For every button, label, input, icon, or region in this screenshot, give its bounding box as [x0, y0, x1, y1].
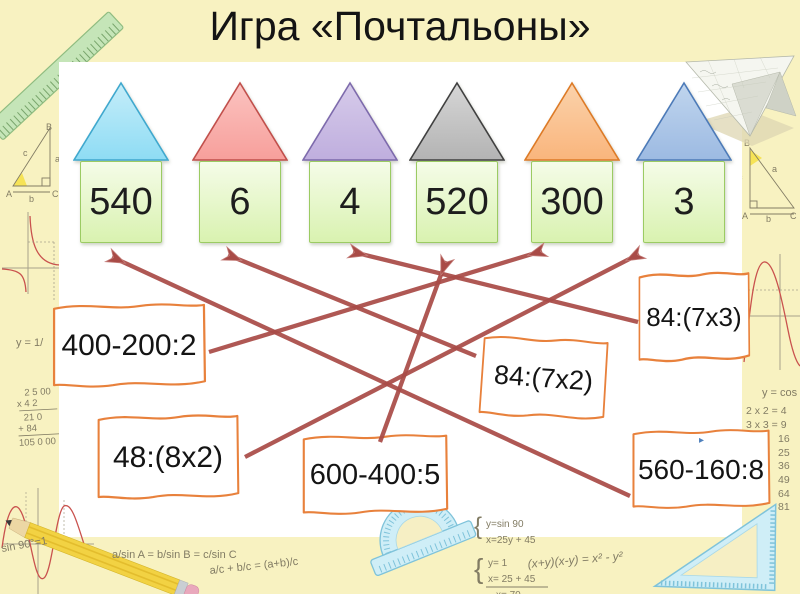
product-identity-formula: (x+y)(x-y) = x² - y²: [527, 549, 624, 571]
tri-label-b-side: b: [766, 214, 771, 224]
reciprocal-label: y = 1/: [16, 337, 44, 349]
tri-label-b: B: [46, 122, 52, 132]
house-520[interactable]: 520: [409, 80, 505, 244]
card-label: 600-400:5: [309, 458, 441, 491]
squares-line: 49: [778, 474, 790, 486]
system-line: y=sin 90: [486, 519, 524, 530]
paper-plane-icon: [685, 55, 797, 146]
house-3[interactable]: 3: [636, 80, 732, 244]
card-label: 400-200:2: [61, 329, 197, 362]
brace-glyph: {: [474, 513, 482, 540]
protractor-icon: [370, 499, 477, 577]
mult-line: 105 0 00: [19, 436, 57, 449]
house-roof: [409, 81, 505, 161]
house-number: 6: [199, 161, 281, 243]
card-84-7x3[interactable]: 84:(7x3): [635, 267, 753, 368]
multiplication-doodle: 2 5 00 x 4 2 21 0 + 84 105 0 00: [17, 386, 63, 449]
house-6[interactable]: 6: [192, 80, 288, 244]
card-400-200-2[interactable]: 400-200:2: [48, 299, 210, 393]
triangle-diagram-left: B A C a c b: [6, 122, 60, 204]
tri-label-c-vertex: C: [52, 189, 59, 199]
card-84-7x2[interactable]: 84:(7x2): [474, 328, 613, 428]
house-roof: [73, 81, 169, 161]
sin-identity-formula: sin 90°=1: [0, 535, 48, 555]
card-label: 560-160:8: [637, 453, 765, 485]
card-label: 84:(7x3): [646, 302, 742, 332]
tri-label-a-side: a: [772, 164, 777, 174]
house-number: 3: [643, 161, 725, 243]
tri-label-a-vertex: A: [6, 189, 12, 199]
page-title: Игра «Почтальоны»: [209, 3, 591, 49]
house-number: 4: [309, 161, 391, 243]
card-600-400-5[interactable]: 600-400:5: [298, 430, 452, 520]
cursor-marker-icon: ▸: [699, 435, 705, 446]
house-number: 540: [80, 161, 162, 243]
house-number: 300: [531, 161, 613, 243]
sine-rule-formula: a/sin A = b/sin B = c/sin C: [112, 549, 237, 561]
house-roof: [192, 81, 288, 161]
squares-line: 64: [778, 488, 790, 500]
house-roof: [636, 81, 732, 161]
house-roof: [524, 81, 620, 161]
house-300[interactable]: 300: [524, 80, 620, 244]
mult-line: x 4 2: [17, 398, 38, 410]
tri-label-b-side: b: [29, 194, 34, 204]
card-48-8x2[interactable]: 48:(8x2): [93, 410, 243, 505]
equation-system-1: { y=sin 90 x=25y + 45: [474, 513, 536, 546]
set-square-icon: [652, 502, 777, 592]
system-line: x=25y + 45: [486, 535, 536, 546]
cos-graph: [743, 254, 800, 370]
house-4[interactable]: 4: [302, 80, 398, 244]
house-540[interactable]: 540: [73, 80, 169, 244]
tri-label-a-vertex: A: [742, 211, 748, 221]
mult-line: 2 5 00: [24, 386, 51, 398]
tri-label-a-side: a: [55, 154, 60, 164]
squares-line: 16: [778, 433, 790, 445]
mult-line: + 84: [18, 423, 37, 435]
squares-line: 25: [778, 447, 790, 459]
reciprocal-graph: [1, 212, 61, 302]
squares-line: 2 x 2 = 4: [746, 405, 787, 417]
squares-list: 2 x 2 = 4 3 x 3 = 9 16 25 36 49 64 81: [746, 405, 790, 513]
tri-label-c-side: c: [23, 148, 28, 158]
system-line: y= 1: [488, 558, 508, 569]
card-label: 48:(8x2): [112, 440, 224, 474]
mult-line: 21 0: [23, 412, 42, 424]
house-roof: [302, 81, 398, 161]
squares-line: 36: [778, 460, 790, 472]
bottom-border: [0, 594, 800, 600]
house-number: 520: [416, 161, 498, 243]
tri-label-c-vertex: C: [790, 211, 797, 221]
brace-glyph: {: [474, 553, 483, 584]
cos-label: y = cos: [762, 387, 798, 399]
squares-line: 3 x 3 = 9: [746, 419, 787, 431]
system-line: x= 25 + 45: [488, 574, 536, 585]
squares-line: 81: [778, 501, 790, 513]
card-560-160-8[interactable]: 560-160:8: [628, 425, 774, 514]
